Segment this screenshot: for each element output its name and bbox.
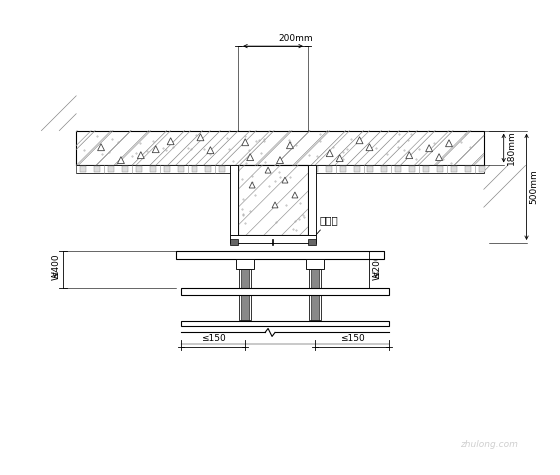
Polygon shape [242, 139, 249, 146]
Polygon shape [282, 177, 288, 183]
Bar [178, 166, 184, 172]
Text: ≤150: ≤150 [200, 334, 225, 343]
Text: zhulong.com: zhulong.com [460, 440, 517, 449]
Bar [465, 166, 471, 172]
Bar [76, 165, 238, 173]
Polygon shape [336, 155, 343, 162]
Bar [150, 166, 156, 172]
Polygon shape [292, 192, 298, 198]
Polygon shape [446, 140, 452, 147]
Polygon shape [207, 147, 214, 153]
Bar [479, 166, 485, 172]
Text: 步步紧: 步步紧 [311, 215, 338, 241]
Bar [239, 269, 251, 320]
Bar [381, 166, 388, 172]
Text: 500mm: 500mm [530, 170, 539, 204]
Polygon shape [326, 150, 333, 157]
Text: 200mm: 200mm [278, 34, 312, 43]
Bar [236, 259, 254, 269]
Bar [308, 239, 316, 245]
Bar [326, 166, 332, 172]
Bar [437, 166, 443, 172]
Bar [309, 269, 321, 320]
Text: 180mm: 180mm [507, 131, 516, 165]
Bar [308, 165, 484, 173]
Polygon shape [247, 153, 254, 161]
Bar [340, 166, 346, 172]
Bar [353, 166, 360, 172]
Polygon shape [272, 202, 278, 208]
Bar [230, 239, 238, 245]
Polygon shape [167, 138, 174, 145]
Bar [176, 251, 384, 259]
Text: W: W [52, 271, 60, 280]
Polygon shape [277, 157, 283, 163]
Bar [76, 131, 484, 165]
Bar [238, 165, 308, 235]
Polygon shape [287, 142, 293, 149]
Bar [409, 166, 415, 172]
Text: ≤200: ≤200 [372, 253, 381, 278]
Bar [206, 166, 212, 172]
Polygon shape [97, 144, 105, 151]
Bar [192, 166, 198, 172]
Bar [80, 166, 86, 172]
Bar [230, 165, 238, 235]
Bar [164, 166, 170, 172]
Bar [395, 166, 402, 172]
Polygon shape [197, 134, 204, 141]
Polygon shape [426, 145, 433, 152]
Polygon shape [265, 167, 271, 173]
Bar [308, 165, 316, 235]
Polygon shape [366, 144, 373, 151]
Bar [230, 235, 316, 243]
Bar [234, 166, 239, 172]
Text: ≤400: ≤400 [52, 253, 60, 278]
Bar [94, 166, 100, 172]
Text: W: W [372, 271, 381, 280]
Bar [220, 166, 225, 172]
Bar [108, 166, 114, 172]
Bar [423, 166, 429, 172]
Polygon shape [137, 152, 144, 159]
Bar [122, 166, 128, 172]
Bar [180, 321, 389, 326]
Text: ≤150: ≤150 [340, 334, 365, 343]
Bar [136, 166, 142, 172]
Polygon shape [118, 157, 124, 163]
Bar [312, 166, 318, 172]
Bar [180, 288, 389, 294]
Bar [306, 259, 324, 269]
Polygon shape [152, 146, 159, 152]
Polygon shape [436, 153, 442, 161]
Polygon shape [356, 137, 363, 144]
Bar [367, 166, 374, 172]
Bar [311, 269, 319, 320]
Bar [241, 269, 249, 320]
Bar [451, 166, 457, 172]
Polygon shape [249, 182, 255, 188]
Polygon shape [406, 152, 413, 159]
